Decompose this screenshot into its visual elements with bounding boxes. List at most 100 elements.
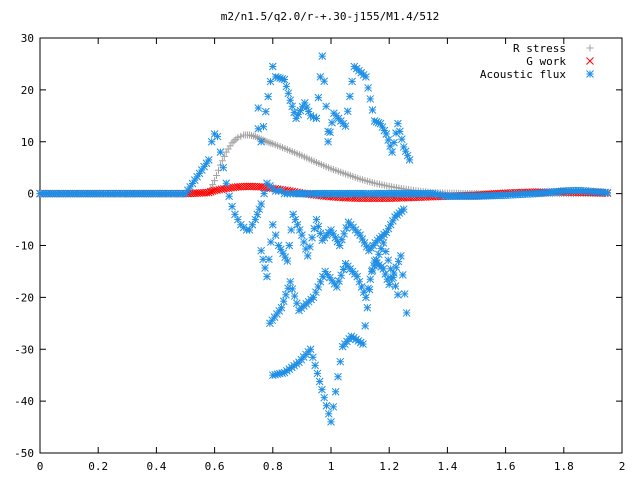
legend-label: Acoustic flux xyxy=(480,68,566,81)
data-point xyxy=(328,118,336,127)
data-point xyxy=(377,263,386,271)
data-point xyxy=(241,182,249,191)
data-point xyxy=(260,189,268,198)
data-point xyxy=(224,145,232,153)
x-tick-label: 0.4 xyxy=(146,460,166,473)
data-point xyxy=(356,338,365,347)
data-point xyxy=(251,215,260,224)
plot-area-frame xyxy=(39,37,623,454)
data-point xyxy=(230,137,238,145)
data-point xyxy=(342,224,351,232)
legend-marker xyxy=(586,70,594,78)
data-point xyxy=(339,119,348,128)
data-point xyxy=(245,226,254,234)
data-point xyxy=(338,235,346,244)
data-point xyxy=(309,353,317,362)
data-point xyxy=(202,159,211,168)
data-point xyxy=(284,89,293,98)
data-point xyxy=(287,226,296,234)
data-point xyxy=(308,233,316,242)
data-point xyxy=(324,228,333,237)
data-point xyxy=(307,295,315,304)
data-point xyxy=(261,107,270,116)
data-point xyxy=(339,169,347,177)
data-point xyxy=(261,264,269,272)
data-point xyxy=(286,96,295,105)
data-point xyxy=(365,285,374,294)
data-point xyxy=(339,265,348,274)
data-point xyxy=(278,74,287,83)
data-point xyxy=(209,181,217,189)
y-tick-label: -20 xyxy=(14,291,34,304)
data-point xyxy=(288,102,297,111)
data-point xyxy=(304,107,313,116)
data-point xyxy=(292,360,301,368)
y-tick-label: 0 xyxy=(27,188,34,201)
x-tick-label: 1.6 xyxy=(496,460,516,473)
data-point xyxy=(211,177,219,185)
data-point xyxy=(327,418,335,426)
data-point xyxy=(348,77,356,86)
data-point xyxy=(363,303,372,312)
data-point xyxy=(377,244,385,253)
data-point xyxy=(362,242,371,251)
data-point xyxy=(286,277,295,286)
data-point xyxy=(394,119,402,128)
x-tick-label: 2 xyxy=(619,460,626,473)
data-point xyxy=(322,102,331,111)
data-point xyxy=(220,152,228,160)
data-point xyxy=(318,52,327,61)
data-point xyxy=(266,77,275,86)
data-point xyxy=(335,277,343,286)
data-point xyxy=(320,77,329,86)
x-tick-label: 1 xyxy=(328,460,335,473)
data-point xyxy=(244,131,252,139)
data-point xyxy=(228,202,236,211)
series-acoustic-flux xyxy=(36,52,612,426)
data-point xyxy=(361,322,370,330)
data-point xyxy=(315,377,324,386)
data-point xyxy=(380,230,388,239)
y-tick-label: -10 xyxy=(14,240,34,253)
data-point xyxy=(257,246,266,255)
data-point xyxy=(268,220,277,229)
data-point xyxy=(213,132,222,141)
data-point xyxy=(213,171,221,179)
data-point xyxy=(380,126,389,135)
y-tick-label: -30 xyxy=(14,343,34,356)
data-point xyxy=(299,238,308,246)
x-tick-label: 1.8 xyxy=(554,460,574,473)
legend-label: R stress xyxy=(513,42,566,55)
data-point xyxy=(310,224,319,233)
data-point xyxy=(225,192,234,201)
y-tick-label: 30 xyxy=(21,32,34,45)
data-point xyxy=(345,335,354,343)
data-point xyxy=(228,139,236,147)
data-point xyxy=(295,226,304,234)
x-tick-label: 1.4 xyxy=(437,460,457,473)
x-tick-label: 0.8 xyxy=(263,460,283,473)
data-point xyxy=(389,273,397,282)
data-point xyxy=(322,401,331,410)
data-point xyxy=(318,385,326,394)
data-point xyxy=(313,369,322,378)
data-point xyxy=(359,70,368,79)
data-point xyxy=(303,252,312,260)
data-point xyxy=(336,357,345,366)
data-point xyxy=(394,257,403,266)
data-point xyxy=(311,361,320,370)
data-point xyxy=(402,309,411,317)
data-point xyxy=(281,145,289,153)
data-point xyxy=(366,95,375,103)
data-point xyxy=(275,307,284,315)
data-point xyxy=(254,104,263,112)
x-tick-label: 0 xyxy=(37,460,44,473)
data-point xyxy=(208,187,217,196)
data-point xyxy=(391,282,400,290)
data-point xyxy=(396,127,404,136)
data-point xyxy=(237,132,245,140)
data-point xyxy=(334,372,342,381)
data-point xyxy=(340,229,348,238)
data-point xyxy=(386,264,395,273)
y-tick-label: -40 xyxy=(14,395,34,408)
